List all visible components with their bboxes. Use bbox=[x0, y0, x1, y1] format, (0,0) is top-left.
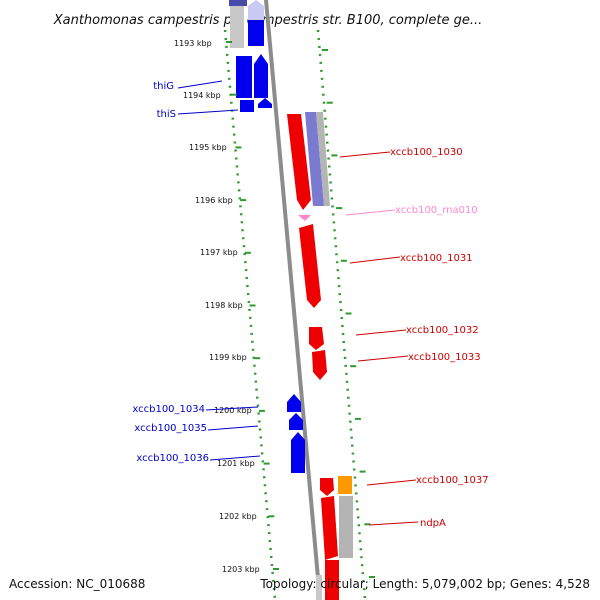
tick-label: 1196 kbp bbox=[195, 196, 233, 205]
gene-label-xccb100_1031[interactable]: xccb100_1031 bbox=[400, 253, 473, 264]
gene-label-xccb100_1037[interactable]: xccb100_1037 bbox=[416, 475, 489, 486]
ndpA-gray-feature bbox=[339, 496, 353, 558]
gene-label-xccb100_1032[interactable]: xccb100_1032 bbox=[406, 325, 479, 336]
gene-label-xccb100_1035[interactable]: xccb100_1035 bbox=[134, 423, 207, 434]
genome-summary-text: Topology: circular; Length: 5,079,002 bp… bbox=[260, 577, 590, 591]
tick-label: 1197 kbp bbox=[200, 248, 238, 257]
scale-ticks bbox=[226, 41, 375, 578]
gene-label-xccb100_1033[interactable]: xccb100_1033 bbox=[408, 352, 481, 363]
tick-label: 1203 kbp bbox=[222, 565, 260, 574]
tick-label: 1194 kbp bbox=[183, 91, 221, 100]
tick-label: 1195 kbp bbox=[189, 143, 227, 152]
gene-label-xccb100_1030[interactable]: xccb100_1030 bbox=[390, 147, 463, 158]
tick-label: 1199 kbp bbox=[209, 353, 247, 362]
gray-companion-feature bbox=[316, 112, 330, 206]
gene-xccb100_1031 bbox=[299, 224, 321, 308]
genome-backbone bbox=[264, 0, 322, 600]
tick-label: 1201 kbp bbox=[217, 459, 255, 468]
gene-xccb100_1030 bbox=[287, 112, 330, 210]
tick-label: 1193 kbp bbox=[174, 39, 212, 48]
orange-feature bbox=[338, 476, 352, 494]
gray-feature bbox=[230, 0, 244, 48]
thiG-arrow bbox=[236, 56, 252, 98]
thiG-arrow-2 bbox=[254, 54, 268, 98]
label-leader-lines bbox=[177, 80, 419, 526]
thiS-block bbox=[240, 100, 254, 112]
gene-xccb100_1033 bbox=[312, 350, 327, 380]
gene-xccb100_1034 bbox=[287, 394, 301, 412]
gene-xccb100_1035 bbox=[289, 413, 303, 430]
gene-label-xccb100_rna010[interactable]: xccb100_rna010 bbox=[395, 205, 478, 216]
tick-labels: 1193 kbp 1194 kbp 1195 kbp 1196 kbp 1197… bbox=[174, 39, 260, 574]
accession-text: Accession: NC_010688 bbox=[9, 577, 146, 591]
tick-label: 1200 kbp bbox=[214, 406, 252, 415]
gene-labels: thiG thiS xccb100_1030 xccb100_rna010 xc… bbox=[132, 81, 488, 529]
xccb100_1030-arrow bbox=[287, 114, 311, 210]
bottom-gray-feature bbox=[316, 575, 322, 600]
gene-xccb100_rna010 bbox=[298, 215, 311, 221]
gene-label-xccb100_1034[interactable]: xccb100_1034 bbox=[132, 404, 205, 415]
gene-label-thiS[interactable]: thiS bbox=[157, 109, 176, 120]
tick-label: 1202 kbp bbox=[219, 512, 257, 521]
gene-thiG bbox=[236, 54, 268, 98]
gene-label-ndpA[interactable]: ndpA bbox=[420, 518, 446, 529]
gene-ndpA bbox=[321, 496, 338, 560]
tick-label: 1198 kbp bbox=[205, 301, 243, 310]
purple-feature bbox=[229, 0, 247, 6]
gene-xccb100_1032 bbox=[309, 327, 324, 350]
gene-xccb100_1036 bbox=[291, 432, 305, 473]
gene-label-xccb100_1036[interactable]: xccb100_1036 bbox=[136, 453, 209, 464]
purple-companion-feature bbox=[305, 112, 324, 206]
gene-label-thiG[interactable]: thiG bbox=[153, 81, 174, 92]
gene-thiS bbox=[240, 98, 272, 112]
gene-xccb100_1037 bbox=[320, 478, 334, 496]
light-gene-arrow bbox=[248, 0, 264, 20]
feature-group-top bbox=[229, 0, 264, 48]
thiS-arrow bbox=[258, 98, 272, 108]
bottom-red-feature bbox=[325, 560, 339, 600]
